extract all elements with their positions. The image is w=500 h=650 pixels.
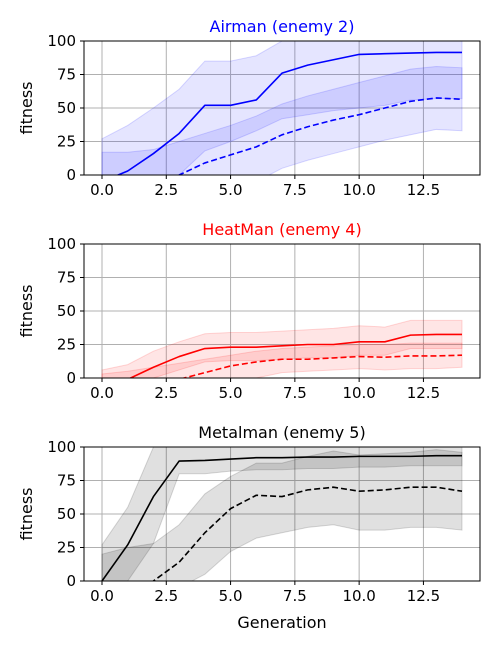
confidence-band: [101, 447, 463, 581]
confidence-band: [101, 65, 463, 175]
plot-area: [101, 319, 463, 378]
chart-title: Metalman (enemy 5): [198, 423, 365, 442]
series-line-solid: [128, 333, 462, 378]
x-tick-label: 0.0: [90, 587, 114, 605]
chart-panel-metalman: Metalman (enemy 5) fitness Generation 0.…: [17, 423, 481, 632]
confidence-band: [101, 342, 463, 378]
x-tick-label: 7.5: [283, 181, 307, 199]
series-line-solid: [101, 454, 462, 581]
y-tick-label: 0: [66, 166, 76, 184]
y-tick-label: 25: [57, 336, 76, 354]
y-tick-label: 75: [57, 269, 76, 287]
ticks: 0.0 2.5 5.0 7.5 10.0 12.5 0 25 50 75 100: [47, 235, 440, 402]
y-tick-label: 100: [47, 438, 76, 456]
x-tick-label: 0.0: [90, 181, 114, 199]
x-axis-label: Generation: [237, 613, 326, 632]
x-tick-label: 5.0: [219, 181, 243, 199]
y-tick-label: 100: [47, 235, 76, 253]
y-tick-label: 50: [57, 99, 76, 117]
x-tick-label: 2.5: [154, 181, 178, 199]
chart-title: Airman (enemy 2): [210, 17, 355, 36]
ticks: 0.0 2.5 5.0 7.5 10.0 12.5 0 25 50 75 100: [47, 438, 440, 605]
x-tick-label: 10.0: [342, 181, 375, 199]
x-tick-label: 10.0: [342, 587, 375, 605]
chart-panel-heatman: HeatMan (enemy 4) fitness 0.0 2.5 5.0 7.5 10…: [17, 220, 481, 402]
x-tick-label: 10.0: [342, 384, 375, 402]
y-axis-label: fitness: [17, 487, 36, 540]
chart-panel-airman: Airman (enemy 2) fitness 0.0 2.5 5.0 7.5 10.…: [17, 17, 481, 199]
confidence-band: [101, 41, 463, 175]
y-tick-label: 100: [47, 32, 76, 50]
y-tick-label: 75: [57, 66, 76, 84]
y-tick-label: 0: [66, 369, 76, 387]
x-tick-label: 7.5: [283, 587, 307, 605]
series-line-dashed: [181, 354, 463, 378]
x-tick-label: 12.5: [407, 181, 440, 199]
x-tick-label: 5.0: [219, 587, 243, 605]
x-tick-label: 2.5: [154, 384, 178, 402]
x-tick-label: 5.0: [219, 384, 243, 402]
plot-area: [101, 41, 463, 175]
y-tick-label: 50: [57, 505, 76, 523]
chart-title: HeatMan (enemy 4): [202, 220, 361, 239]
x-tick-label: 12.5: [407, 587, 440, 605]
x-tick-label: 7.5: [283, 384, 307, 402]
plot-area: [101, 447, 463, 581]
ticks: 0.0 2.5 5.0 7.5 10.0 12.5 0 25 50 75 100: [47, 32, 440, 199]
x-tick-label: 2.5: [154, 587, 178, 605]
y-tick-label: 25: [57, 539, 76, 557]
y-tick-label: 75: [57, 472, 76, 490]
y-tick-label: 25: [57, 133, 76, 151]
y-axis-label: fitness: [17, 81, 36, 134]
series-line-dashed: [177, 97, 463, 175]
x-tick-label: 12.5: [407, 384, 440, 402]
series-line-dashed: [151, 486, 463, 581]
y-axis-label: fitness: [17, 284, 36, 337]
series-line-solid: [115, 51, 462, 175]
y-tick-label: 50: [57, 302, 76, 320]
y-tick-label: 0: [66, 572, 76, 590]
confidence-band: [101, 319, 463, 378]
x-tick-label: 0.0: [90, 384, 114, 402]
